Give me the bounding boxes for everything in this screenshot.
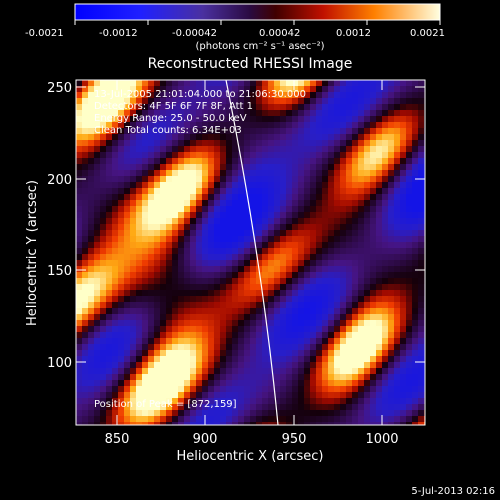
y-tick-label: 200 bbox=[47, 173, 72, 188]
y-tick-label: 150 bbox=[47, 264, 72, 279]
colorbar-tick-label: -0.0012 bbox=[99, 28, 138, 39]
y-axis-label: Heliocentric Y (arcsec) bbox=[25, 180, 40, 326]
y-axis-ticks bbox=[76, 86, 425, 363]
colorbar-tick-label: -0.00042 bbox=[172, 28, 217, 39]
colorbar-unit-label: (photons cm⁻² s⁻¹ asec⁻²) bbox=[195, 41, 324, 52]
info-time-range: 13-Jul-2005 21:01:04.000 to 21:06:30.000 bbox=[94, 89, 306, 100]
colorbar-tick-label: 0.0021 bbox=[410, 28, 445, 39]
info-peak-position: Position of Peak = [872,159] bbox=[94, 399, 237, 410]
colorbar-tick-label: 0.0012 bbox=[336, 28, 371, 39]
plot-frame bbox=[75, 79, 426, 426]
rhessi-image bbox=[76, 80, 425, 425]
x-tick-label: 900 bbox=[193, 432, 218, 447]
footer-timestamp: 5-Jul-2013 02:16 bbox=[411, 486, 495, 497]
y-tick-label: 100 bbox=[47, 356, 72, 371]
solar-limb-line bbox=[225, 80, 279, 425]
x-axis-ticks bbox=[116, 80, 383, 425]
info-clean-counts: Clean Total counts: 6.34E+03 bbox=[94, 125, 242, 136]
colorbar-tick-label: -0.0021 bbox=[25, 28, 64, 39]
info-detectors: Detectors: 4F 5F 6F 7F 8F, Att 1 bbox=[94, 101, 253, 112]
y-tick-label: 250 bbox=[47, 81, 72, 96]
info-energy-range: Energy Range: 25.0 - 50.0 keV bbox=[94, 113, 247, 124]
image-title: Reconstructed RHESSI Image bbox=[148, 56, 353, 72]
colorbar-tick-label: 0.00042 bbox=[259, 28, 300, 39]
x-tick-label: 950 bbox=[282, 432, 307, 447]
colorbar-ticks bbox=[74, 20, 441, 25]
colorbar bbox=[74, 3, 441, 21]
x-tick-label: 850 bbox=[105, 432, 130, 447]
x-axis-label: Heliocentric X (arcsec) bbox=[177, 449, 324, 464]
x-tick-label: 1000 bbox=[365, 432, 398, 447]
